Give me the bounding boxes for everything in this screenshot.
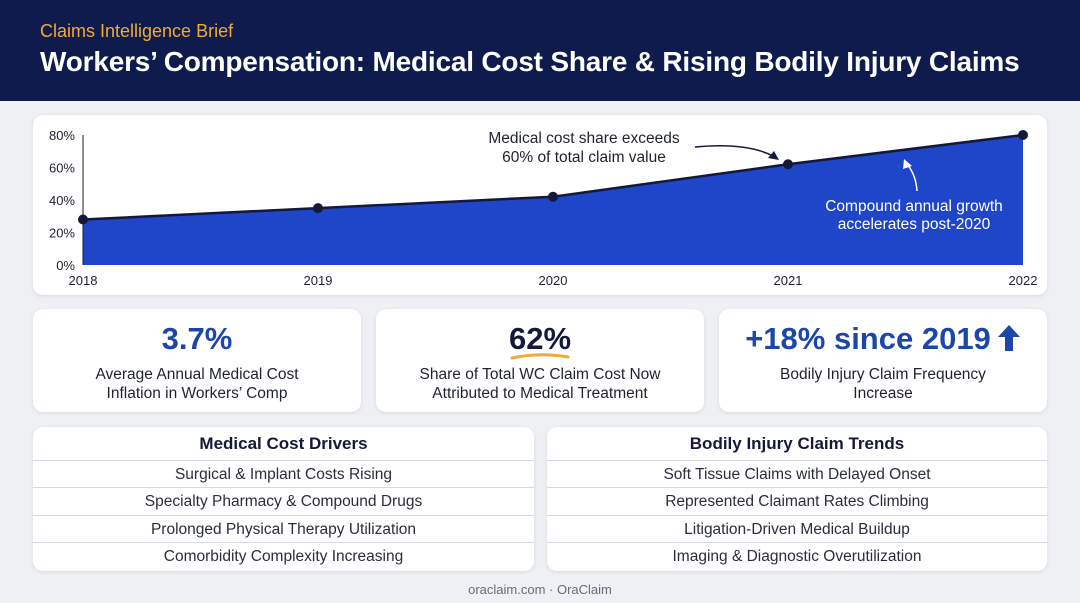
- y-tick-label: 80%: [49, 128, 75, 143]
- header-banner: Claims Intelligence Brief Workers’ Compe…: [0, 0, 1080, 101]
- kpi-value: 62%: [508, 321, 572, 356]
- kpi-value-text: +18% since 2019: [745, 321, 991, 356]
- kpi-description: Bodily Injury Claim Frequency Increase: [719, 365, 1047, 403]
- list-item: Imaging & Diagnostic Overutilization: [547, 542, 1047, 569]
- kpi-description: Average Annual Medical Cost Inflation in…: [33, 365, 361, 403]
- y-tick-label: 0%: [56, 258, 75, 273]
- list-item: Soft Tissue Claims with Delayed Onset: [547, 460, 1047, 487]
- data-point: [78, 214, 88, 225]
- annotation-text: Medical cost share exceeds: [488, 130, 680, 147]
- list-title: Medical Cost Drivers: [199, 434, 368, 453]
- kpi-value: 3.7%: [161, 321, 233, 356]
- medical-cost-drivers-card: Medical Cost Drivers Surgical & Implant …: [33, 427, 534, 571]
- list-item: Litigation-Driven Medical Buildup: [547, 515, 1047, 542]
- list-item: Represented Claimant Rates Climbing: [547, 487, 1047, 514]
- data-point: [548, 191, 558, 202]
- kpi-card-medical-share: 62% Share of Total WC Claim Cost Now Att…: [376, 309, 704, 412]
- kpi-description: Share of Total WC Claim Cost Now Attribu…: [376, 365, 704, 403]
- annotation-text: 60% of total claim value: [502, 149, 666, 166]
- footer-credit: oraclaim.com · OraClaim: [468, 582, 612, 597]
- annotation-text: Compound annual growth: [825, 198, 1003, 215]
- annotation-text: accelerates post-2020: [838, 216, 991, 233]
- page-title: Workers’ Compensation: Medical Cost Shar…: [40, 46, 1020, 77]
- x-tick-label: 2019: [304, 273, 333, 288]
- brief-kicker: Claims Intelligence Brief: [40, 21, 234, 41]
- arrow-up-icon: [997, 325, 1020, 351]
- x-tick-label: 2022: [1009, 273, 1038, 288]
- kpi-desc-line: Bodily Injury Claim Frequency: [780, 366, 986, 383]
- kpi-card-inflation: 3.7% Average Annual Medical Cost Inflati…: [33, 309, 361, 412]
- list-item: Comorbidity Complexity Increasing: [33, 542, 534, 569]
- kpi-desc-line: Inflation in Workers’ Comp: [106, 385, 288, 402]
- kpi-card-claim-frequency: +18% since 2019 Bodily Injury Claim Freq…: [719, 309, 1047, 412]
- kpi-value: +18% since 2019: [719, 321, 1047, 357]
- kpi-desc-line: Increase: [853, 385, 913, 402]
- medical-cost-share-chart: 0% 20% 40% 60% 80% 2018 2019 2020 2021 2022 Medica…: [49, 128, 1038, 288]
- y-tick-label: 40%: [49, 193, 75, 208]
- list-title: Bodily Injury Claim Trends: [689, 434, 905, 453]
- y-tick-label: 60%: [49, 161, 75, 176]
- bodily-injury-trends-card: Bodily Injury Claim Trends Soft Tissue C…: [547, 427, 1047, 571]
- annotation-arrow-line: [694, 145, 776, 158]
- list-item: Specialty Pharmacy & Compound Drugs: [33, 487, 534, 514]
- list-item: Surgical & Implant Costs Rising: [33, 460, 534, 487]
- list-item: Prolonged Physical Therapy Utilization: [33, 515, 534, 542]
- highlight-underline: [510, 353, 570, 360]
- data-point: [313, 203, 323, 214]
- data-point: [783, 159, 793, 170]
- annotation-arrow-head: [768, 151, 779, 160]
- chart-card: 0% 20% 40% 60% 80% 2018 2019 2020 2021 2022 Medica…: [33, 115, 1047, 295]
- kpi-desc-line: Share of Total WC Claim Cost Now: [419, 366, 661, 383]
- kpi-desc-line: Attributed to Medical Treatment: [432, 385, 648, 402]
- data-point: [1018, 130, 1028, 140]
- annotation-arrow-head: [903, 159, 912, 169]
- x-tick-label: 2018: [69, 273, 98, 288]
- x-tick-label: 2020: [539, 273, 568, 288]
- x-tick-label: 2021: [774, 273, 803, 288]
- y-tick-label: 20%: [49, 226, 75, 241]
- kpi-desc-line: Average Annual Medical Cost: [95, 366, 299, 383]
